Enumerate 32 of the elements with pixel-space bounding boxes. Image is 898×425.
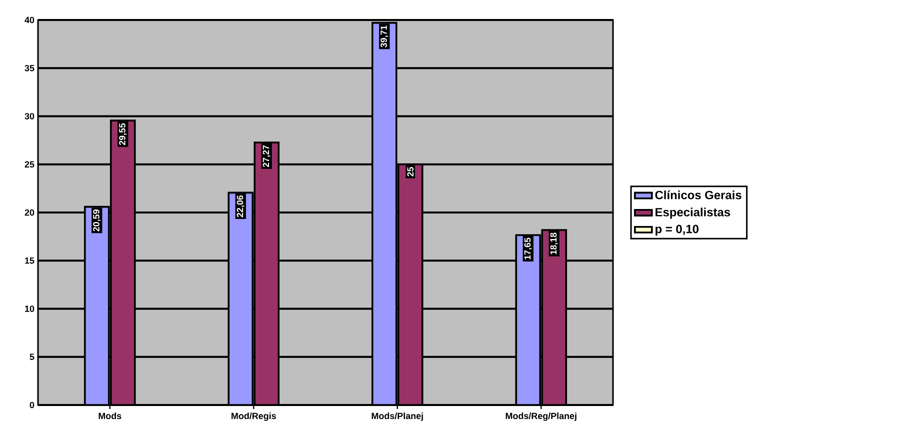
x-tick-label: Mods (98, 412, 122, 420)
data-label: 39,71 (380, 25, 388, 48)
bar (84, 206, 110, 405)
x-tick-label: Mod/Regis (232, 412, 276, 421)
data-label: 22,06 (236, 195, 244, 218)
y-tick-label: 5 (30, 354, 34, 360)
data-label: 17,65 (524, 238, 532, 260)
legend-label: Especialistas (656, 208, 730, 219)
y-tick-label: 25 (24, 161, 34, 168)
data-label: 27,27 (262, 145, 270, 168)
data-label: 20,59 (93, 210, 101, 232)
y-tick-label: 15 (25, 257, 34, 264)
data-label: 18,18 (550, 232, 558, 254)
x-tick-label: Mods/Reg/Planej (506, 412, 576, 421)
legend-label: Clínicos Gerais (655, 190, 742, 200)
y-tick-label: 0 (30, 402, 34, 408)
x-tick-label: Mods/Planej (372, 412, 423, 421)
bar (110, 120, 136, 405)
y-tick-label: 30 (24, 113, 34, 120)
y-tick-label: 40 (24, 16, 34, 24)
bar (397, 163, 424, 405)
bar (254, 142, 280, 405)
bar (228, 192, 254, 405)
y-tick-label: 20 (24, 209, 34, 216)
bar (515, 234, 542, 405)
data-label: 29,55 (119, 123, 127, 146)
legend-label: p = 0,10 (656, 224, 698, 236)
bar (371, 22, 398, 405)
y-tick-label: 35 (24, 64, 34, 72)
y-tick-label: 10 (25, 306, 34, 312)
bar (541, 229, 568, 405)
data-label: 25 (407, 167, 414, 176)
